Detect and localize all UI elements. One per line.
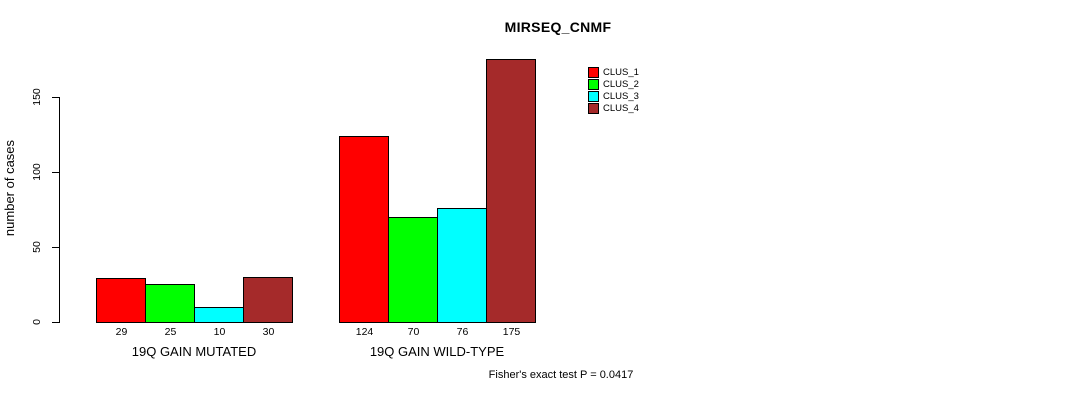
y-tick-label: 0 [31,319,43,325]
chart-title: MIRSEQ_CNMF [504,19,612,35]
legend-item: CLUS_2 [588,79,639,90]
y-axis-line [59,97,60,323]
legend: CLUS_1 CLUS_2 CLUS_3 CLUS_4 [588,67,639,115]
y-tick-mark [52,322,60,323]
y-tick-mark [52,97,60,98]
group-label: 19Q GAIN MUTATED [131,344,257,359]
legend-label: CLUS_3 [603,91,639,102]
bar-value-label: 124 [355,326,374,338]
bar-value-label: 70 [407,326,420,338]
bar-clus_3 [194,307,244,323]
bar-value-label: 10 [213,326,226,338]
bar-value-label: 175 [502,326,521,338]
bar-value-label: 76 [456,326,469,338]
legend-label: CLUS_1 [603,67,639,78]
bar-value-label: 29 [115,326,128,338]
y-tick-label: 100 [31,163,43,181]
legend-item: CLUS_3 [588,91,639,102]
bar-clus_1 [96,278,146,323]
y-tick-label: 50 [31,241,43,253]
bar-value-label: 25 [164,326,177,338]
bar-clus_2 [145,284,195,323]
bar-clus_2 [388,217,438,323]
y-tick-label: 150 [31,88,43,106]
legend-label: CLUS_2 [603,79,639,90]
legend-item: CLUS_1 [588,67,639,78]
y-tick-mark [52,247,60,248]
legend-swatch-clus_2 [588,79,599,90]
legend-label: CLUS_4 [603,103,639,114]
bar-value-label: 30 [262,326,275,338]
legend-swatch-clus_4 [588,103,599,114]
legend-swatch-clus_3 [588,91,599,102]
bar-clus_4 [243,277,293,323]
y-tick-mark [52,172,60,173]
bar-clus_4 [486,59,536,323]
bar-clus_3 [437,208,487,323]
bar-clus_1 [339,136,389,323]
legend-item: CLUS_4 [588,103,639,114]
legend-swatch-clus_1 [588,67,599,78]
stat-annotation: Fisher's exact test P = 0.0417 [488,369,634,381]
group-label: 19Q GAIN WILD-TYPE [369,344,505,359]
y-axis-title: number of cases [2,139,17,237]
